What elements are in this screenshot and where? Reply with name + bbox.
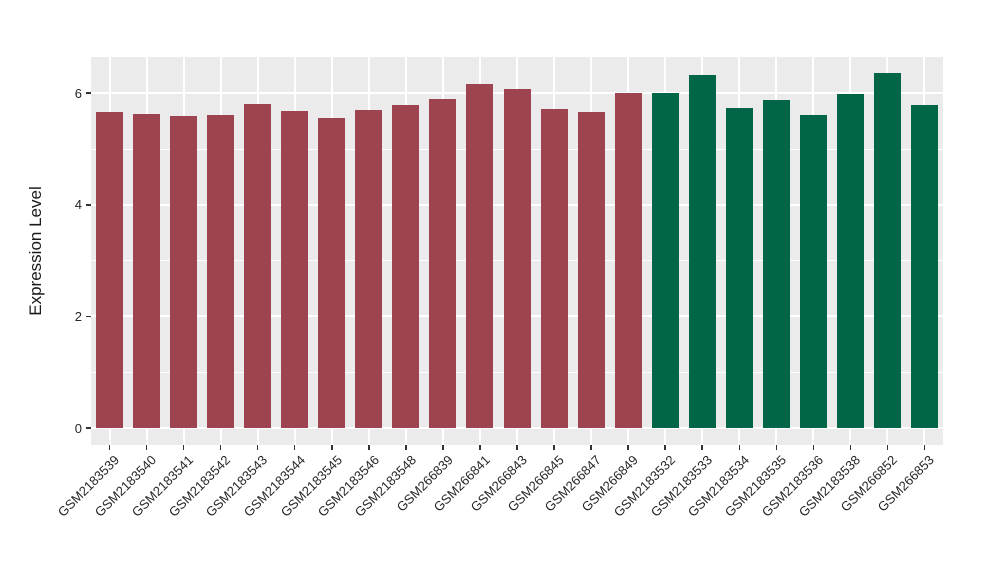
y-tick-label: 4	[74, 197, 82, 213]
bar-GSM266853	[910, 104, 938, 428]
bar-GSM2183539	[96, 112, 124, 428]
bar-GSM266849	[614, 92, 642, 428]
bar-GSM266845	[540, 108, 568, 428]
bar-GSM2183540	[133, 114, 161, 428]
x-tick-mark	[219, 445, 222, 450]
y-tick-mark	[86, 92, 91, 94]
bar-GSM2183548	[392, 104, 420, 428]
bar-GSM2183542	[207, 114, 235, 428]
y-tick-mark	[86, 315, 91, 318]
bar-GSM2183541	[170, 116, 198, 428]
x-tick-mark	[590, 445, 592, 450]
x-tick-mark	[701, 445, 703, 450]
bar-GSM2183536	[799, 114, 827, 428]
bar-GSM2183533	[688, 75, 716, 428]
bar-GSM2183544	[281, 111, 309, 428]
x-tick-mark	[923, 445, 926, 450]
x-tick-mark	[775, 445, 778, 450]
x-tick-mark	[405, 445, 407, 450]
x-tick-mark	[479, 445, 481, 450]
bar-GSM266841	[466, 83, 494, 428]
x-tick-mark	[886, 445, 889, 450]
x-tick-mark	[182, 445, 185, 450]
plot-panel	[91, 57, 943, 445]
y-tick-label: 6	[74, 85, 82, 101]
bar-GSM2183546	[355, 109, 383, 428]
x-tick-mark	[368, 445, 370, 450]
bar-GSM2183543	[244, 103, 272, 428]
bar-GSM266852	[873, 73, 901, 428]
x-tick-mark	[553, 445, 555, 450]
x-tick-mark	[256, 445, 259, 450]
bar-GSM2183545	[318, 118, 346, 428]
x-tick-mark	[516, 445, 518, 450]
x-tick-mark	[849, 445, 852, 450]
x-tick-mark	[738, 445, 740, 450]
x-tick-mark	[442, 445, 444, 450]
x-tick-mark	[331, 445, 333, 450]
x-tick-mark	[145, 445, 148, 450]
y-tick-label: 0	[74, 420, 82, 436]
x-tick-mark	[664, 445, 666, 450]
bar-GSM266839	[429, 98, 457, 428]
y-tick-mark	[86, 204, 91, 206]
x-tick-mark	[627, 445, 629, 450]
bar-GSM266843	[503, 89, 531, 428]
bar-GSM2183535	[762, 99, 790, 428]
bar-GSM2183532	[651, 92, 679, 428]
y-tick-mark	[86, 427, 91, 429]
bar-GSM2183538	[836, 93, 864, 428]
x-tick-mark	[812, 445, 815, 450]
x-tick-mark	[293, 445, 296, 450]
y-tick-label: 2	[74, 308, 82, 324]
bar-GSM266847	[577, 112, 605, 428]
bar-GSM2183534	[725, 107, 753, 428]
x-tick-mark	[108, 445, 111, 450]
